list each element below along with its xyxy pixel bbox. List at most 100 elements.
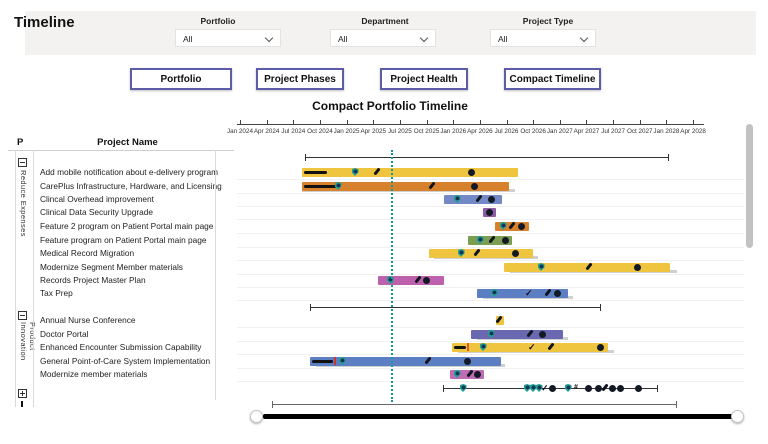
filter-dropdown-project-type[interactable]: All [490,29,596,47]
collapse-minus-icon[interactable] [18,311,27,320]
gantt-bar[interactable] [452,342,608,352]
slider-handle-right[interactable] [731,410,744,423]
milestone-dot-icon [517,222,525,230]
axis-tick [613,120,615,124]
milestone-dot-icon [487,195,495,203]
baseline-bar [302,189,515,192]
gantt-bar[interactable] [444,194,502,204]
shield-icon [487,330,495,338]
chart-title: Compact Portfolio Timeline [312,99,468,113]
gantt-bar[interactable] [471,329,563,339]
milestone-dot-icon [633,263,641,271]
time-range-slider-track[interactable] [263,414,733,419]
shield-icon [564,384,572,392]
project-name[interactable]: Doctor Portal [40,329,89,339]
milestone-dot-icon [616,384,624,392]
project-name[interactable]: Records Project Master Plan [40,275,146,285]
nav-button-project-health[interactable]: Project Health [380,68,468,90]
axis-tick-label: Jul 2025 [387,128,412,135]
axis-tick-label: Oct 2026 [520,128,546,135]
gantt-bar[interactable] [477,288,568,298]
project-name[interactable]: Clincal Overhead improvement [40,194,154,204]
filter-dropdown-portfolio[interactable]: All [175,29,281,47]
checkmark-icon: ✓ [525,287,533,298]
filter-label-portfolio: Portfolio [200,16,236,26]
project-name[interactable]: Modernize member materials [40,369,148,379]
project-name[interactable]: Feature program on Patient Portal main p… [40,235,207,245]
shield-icon [529,384,537,392]
milestone-dot-icon [422,276,430,284]
row-gridline [237,259,744,261]
axis-tick [240,120,241,124]
milestone-dot-icon [485,208,493,216]
row-gridline [237,218,744,220]
project-name[interactable]: Tax Prep [40,288,73,298]
gantt-bar[interactable] [302,167,518,177]
checkmark-icon: ✓ [528,341,536,352]
row-gridline [237,232,744,234]
nav-button-portfolio[interactable]: Portfolio [130,68,232,90]
shield-icon [537,263,545,271]
filter-label-project-type: Project Type [522,16,574,26]
project-name[interactable]: Annual Nurse Conference [40,315,136,325]
column-header-project-name: Project Name [97,137,158,148]
shield-icon [453,370,461,378]
project-name[interactable]: Add mobile notification about e-delivery… [40,167,219,177]
row-gridline [237,340,744,342]
project-name[interactable]: General Point-of-Care System Implementat… [40,356,211,366]
row-gridline [237,246,744,248]
vertical-scrollbar[interactable] [746,124,753,248]
progress-bar [454,345,466,349]
nav-button-compact-timeline[interactable]: Compact Timeline [504,68,601,90]
group-range-bracket [310,307,600,308]
milestone-dot-icon [584,384,592,392]
filter-selected-value: All [338,34,348,44]
milestone-dot-icon [463,357,471,365]
shield-icon [499,222,507,230]
axis-tick [319,120,321,124]
overall-range-bracket-start-cap [272,401,273,408]
project-name[interactable]: CarePlus Infrastructure, Hardware, and L… [40,181,222,191]
group-column-left-border [15,150,16,407]
chevron-down-icon [264,33,274,43]
shield-icon [457,249,465,257]
axis-tick-label: Jul 2024 [281,128,306,135]
baseline-bar [458,350,614,353]
project-name[interactable]: Modernize Segment Member materials [40,262,183,272]
project-name[interactable]: Enhanced Encounter Submission Capability [40,342,202,352]
axis-tick [266,120,268,124]
row-gridline [237,192,744,194]
nav-button-project-phases[interactable]: Project Phases [256,68,344,90]
name-column-right-border [215,150,216,400]
shield-icon [453,195,461,203]
overall-range-bracket-end-cap [676,401,677,408]
filter-dropdown-department[interactable]: All [330,29,436,47]
column-header-portfolio: P [17,137,24,148]
gantt-bar[interactable] [310,356,501,366]
gantt-bar[interactable] [302,181,509,191]
baseline-bar [510,270,677,273]
gantt-bar[interactable] [378,275,444,285]
milestone-dot-icon [467,168,475,176]
row-gridline [237,367,744,369]
milestone-dot-icon [473,370,481,378]
shield-icon [338,357,346,365]
group-range-bracket-end-cap [668,154,669,161]
progress-bar [312,359,333,363]
project-name[interactable]: Medical Record Migration [40,248,135,258]
axis-tick [586,120,588,124]
axis-tick-label: Apr 2026 [467,128,493,135]
milestone-dot-icon [553,289,561,297]
checkmark-icon: ✓ [541,382,549,393]
axis-tick [533,120,535,124]
row-gridline [237,299,744,301]
slider-handle-left[interactable] [250,410,263,423]
expand-plus-icon[interactable] [18,389,27,398]
collapse-minus-icon[interactable] [18,158,27,167]
row-gridline [237,205,744,207]
gantt-bar[interactable] [429,248,533,258]
axis-tick [693,120,695,124]
project-name[interactable]: Feature 2 program on Patient Portal main… [40,221,214,231]
project-name[interactable]: Clinical Data Security Upgrade [40,207,153,217]
